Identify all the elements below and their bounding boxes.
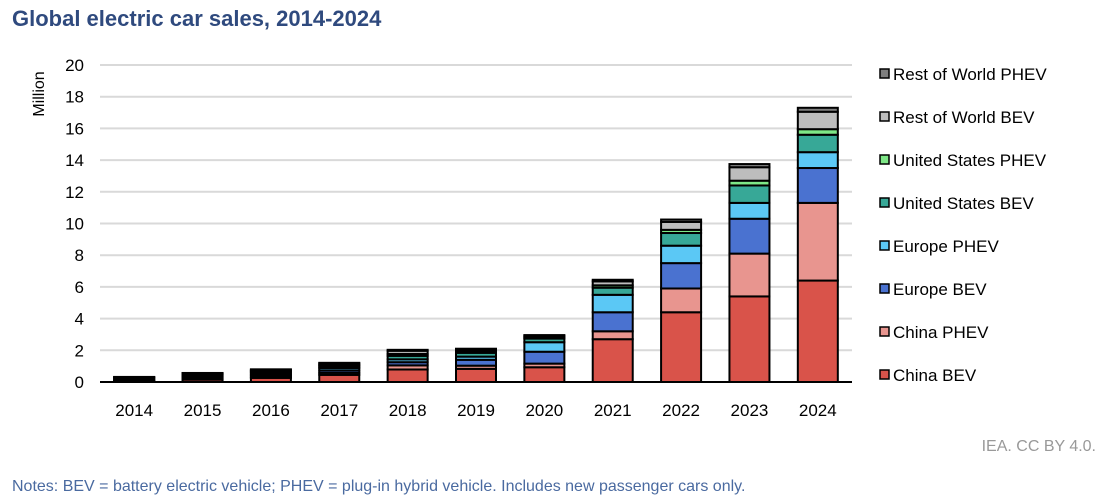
bar-segment bbox=[318, 361, 361, 365]
legend-label: China BEV bbox=[893, 366, 977, 385]
bar-segment bbox=[455, 347, 497, 351]
legend-swatch bbox=[879, 283, 890, 294]
bar-segment bbox=[728, 217, 771, 255]
y-tick-label: 12 bbox=[65, 183, 84, 202]
y-tick-label: 8 bbox=[75, 246, 84, 265]
legend-label: United States BEV bbox=[893, 194, 1034, 213]
bar-segment bbox=[591, 293, 634, 314]
bar-segment bbox=[523, 350, 566, 365]
y-tick-label: 0 bbox=[75, 373, 84, 392]
bar-segment bbox=[796, 201, 839, 282]
bar-segment bbox=[249, 368, 292, 371]
bar-segment bbox=[591, 311, 634, 333]
bar-segment bbox=[523, 366, 566, 383]
legend-swatch bbox=[879, 326, 890, 337]
bar-segment bbox=[796, 106, 839, 113]
bar-segment bbox=[728, 252, 771, 298]
chart-title: Global electric car sales, 2014-2024 bbox=[12, 6, 382, 31]
bar-segment bbox=[386, 348, 429, 352]
legend-label: Rest of World BEV bbox=[893, 108, 1035, 127]
bar-segment bbox=[728, 295, 771, 383]
x-tick-label: 2021 bbox=[594, 401, 632, 420]
bar-segment bbox=[660, 262, 703, 290]
y-tick-label: 20 bbox=[65, 56, 84, 75]
x-tick-label: 2015 bbox=[184, 401, 222, 420]
legend-label: Europe BEV bbox=[893, 280, 987, 299]
y-tick-label: 4 bbox=[75, 310, 84, 329]
bar-segment bbox=[796, 110, 839, 131]
bar-segment bbox=[728, 201, 771, 220]
bar-segment bbox=[523, 334, 566, 337]
legend-label: China PHEV bbox=[893, 323, 989, 342]
bar-segment bbox=[660, 311, 703, 384]
x-tick-label: 2023 bbox=[731, 401, 769, 420]
bar-segment bbox=[591, 286, 634, 296]
x-tick-label: 2016 bbox=[252, 401, 290, 420]
x-tick-label: 2022 bbox=[662, 401, 700, 420]
bar-segment bbox=[591, 330, 634, 341]
bar-segment bbox=[728, 166, 771, 182]
bar-segment bbox=[660, 218, 703, 223]
y-tick-label: 14 bbox=[65, 151, 84, 170]
x-tick-label: 2017 bbox=[320, 401, 358, 420]
bar-segment bbox=[796, 167, 839, 204]
bar-segment bbox=[796, 133, 839, 154]
legend-swatch bbox=[879, 68, 890, 79]
bar-segment bbox=[660, 220, 703, 231]
x-tick-label: 2018 bbox=[389, 401, 427, 420]
bar-segment bbox=[591, 338, 634, 383]
x-tick-label: 2020 bbox=[525, 401, 563, 420]
bar-segment bbox=[660, 232, 703, 247]
bar-segment bbox=[660, 244, 703, 265]
legend-label: United States PHEV bbox=[893, 151, 1047, 170]
bar-segment bbox=[318, 373, 361, 383]
bar-segment bbox=[523, 341, 566, 353]
y-tick-label: 10 bbox=[65, 215, 84, 234]
bar-segment bbox=[796, 279, 839, 383]
legend-swatch bbox=[879, 154, 890, 165]
y-axis-label: Million bbox=[31, 71, 48, 116]
y-tick-label: 18 bbox=[65, 88, 84, 107]
y-tick-label: 2 bbox=[75, 341, 84, 360]
bar-segment bbox=[796, 151, 839, 170]
bar-segment bbox=[728, 163, 771, 169]
x-tick-label: 2014 bbox=[115, 401, 153, 420]
legend-label: Rest of World PHEV bbox=[893, 65, 1047, 84]
bar-segment bbox=[455, 367, 497, 384]
bar-segment bbox=[386, 368, 429, 383]
notes: Notes: BEV = battery electric vehicle; P… bbox=[12, 478, 746, 495]
legend-swatch bbox=[879, 197, 890, 208]
legend-swatch bbox=[879, 240, 890, 251]
y-tick-label: 6 bbox=[75, 278, 84, 297]
x-tick-label: 2019 bbox=[457, 401, 495, 420]
legend-swatch bbox=[879, 369, 890, 380]
legend-label: Europe PHEV bbox=[893, 237, 999, 256]
x-tick-label: 2024 bbox=[799, 401, 837, 420]
bar-segment bbox=[660, 287, 703, 314]
credit: IEA. CC BY 4.0. bbox=[981, 438, 1096, 455]
y-tick-label: 16 bbox=[65, 119, 84, 138]
bar-segment bbox=[728, 184, 771, 204]
bar-segment bbox=[591, 278, 634, 283]
legend-swatch bbox=[879, 111, 890, 122]
